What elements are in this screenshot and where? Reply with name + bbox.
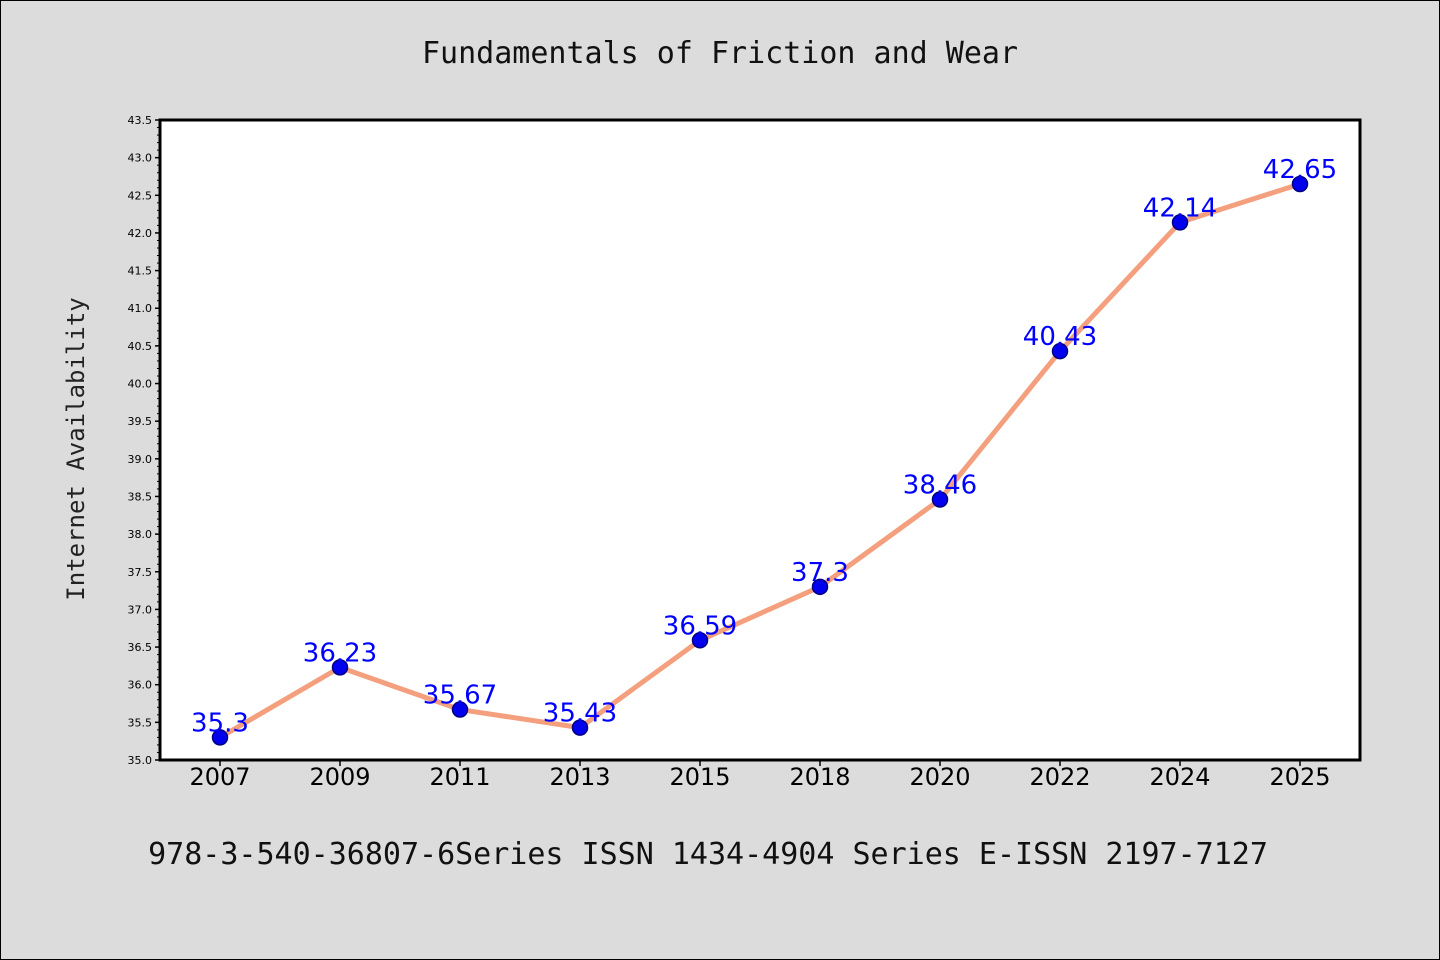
- data-point: [1171, 214, 1189, 231]
- x-tick-label: 2007: [189, 763, 250, 791]
- y-tick-label: 41.5: [128, 265, 153, 278]
- chart-title: Fundamentals of Friction and Wear: [422, 36, 1018, 71]
- data-label: 36.59: [663, 611, 737, 641]
- y-tick-label: 40.0: [128, 378, 153, 391]
- y-tick-label: 38.5: [128, 490, 153, 503]
- y-tick-label: 35.0: [128, 754, 153, 767]
- x-axis: 2007 2009 2011 2013 2015 2018 2020 2022 2024 2025: [189, 760, 1331, 791]
- x-tick-label: 2018: [789, 763, 850, 791]
- x-tick-label: 2020: [909, 763, 970, 791]
- y-tick-label: 36.5: [128, 641, 153, 654]
- series-line: [217, 181, 1303, 740]
- data-label: 35.67: [423, 681, 497, 711]
- y-tick-label: 43.5: [128, 114, 153, 127]
- footer-text: 978-3-540-36807-6Series ISSN 1434-4904 S…: [148, 837, 1268, 872]
- x-tick-label: 2011: [429, 763, 490, 791]
- data-label: 36.23: [303, 638, 377, 668]
- data-point: [811, 578, 829, 596]
- x-tick-label: 2013: [549, 763, 610, 791]
- y-tick-label: 40.5: [128, 340, 153, 353]
- y-tick-label: 38.0: [128, 528, 153, 541]
- data-label: 38.46: [903, 470, 977, 500]
- data-label: 37.3: [791, 558, 849, 588]
- x-tick-label: 2009: [309, 763, 370, 791]
- y-tick-label: 42.0: [128, 227, 153, 240]
- x-tick-label: 2024: [1149, 763, 1210, 791]
- x-tick-label: 2022: [1029, 763, 1090, 791]
- data-point: [331, 659, 349, 676]
- y-axis: 35.0 35.5 36.0 36.5 37.0 37.5 38.0 38.5 39.0 39.5…: [128, 114, 160, 767]
- series-group: [211, 175, 1309, 746]
- plot-area: [158, 118, 1362, 762]
- y-tick-label: 41.0: [128, 302, 153, 315]
- data-point: [1051, 342, 1069, 360]
- data-point: [571, 719, 589, 736]
- y-tick-label: 39.5: [128, 415, 153, 428]
- y-tick-label: 36.0: [128, 679, 153, 692]
- data-point: [451, 701, 469, 718]
- y-axis-label: Internet Availability: [62, 297, 90, 600]
- y-tick-label: 43.0: [128, 152, 153, 165]
- x-tick-label: 2025: [1269, 763, 1330, 791]
- data-label-group: 35.3 36.23 35.67 35.43 36.59 37.3 38.46 40.43 42…: [191, 155, 1337, 738]
- y-tick-label: 37.0: [128, 603, 153, 616]
- data-label: 40.43: [1023, 322, 1097, 352]
- y-tick-label: 39.0: [128, 453, 153, 466]
- data-label: 42.65: [1263, 155, 1337, 185]
- data-point: [931, 491, 949, 508]
- x-tick-label: 2015: [669, 763, 730, 791]
- data-label: 35.3: [191, 708, 249, 738]
- data-label: 42.14: [1143, 193, 1217, 223]
- y-tick-label: 35.5: [128, 716, 153, 729]
- y-tick-label: 37.5: [128, 566, 153, 579]
- data-point: [211, 729, 229, 746]
- data-label: 35.43: [543, 699, 617, 729]
- y-tick-label: 42.5: [128, 189, 153, 202]
- data-point: [1291, 175, 1309, 193]
- data-point: [691, 632, 709, 649]
